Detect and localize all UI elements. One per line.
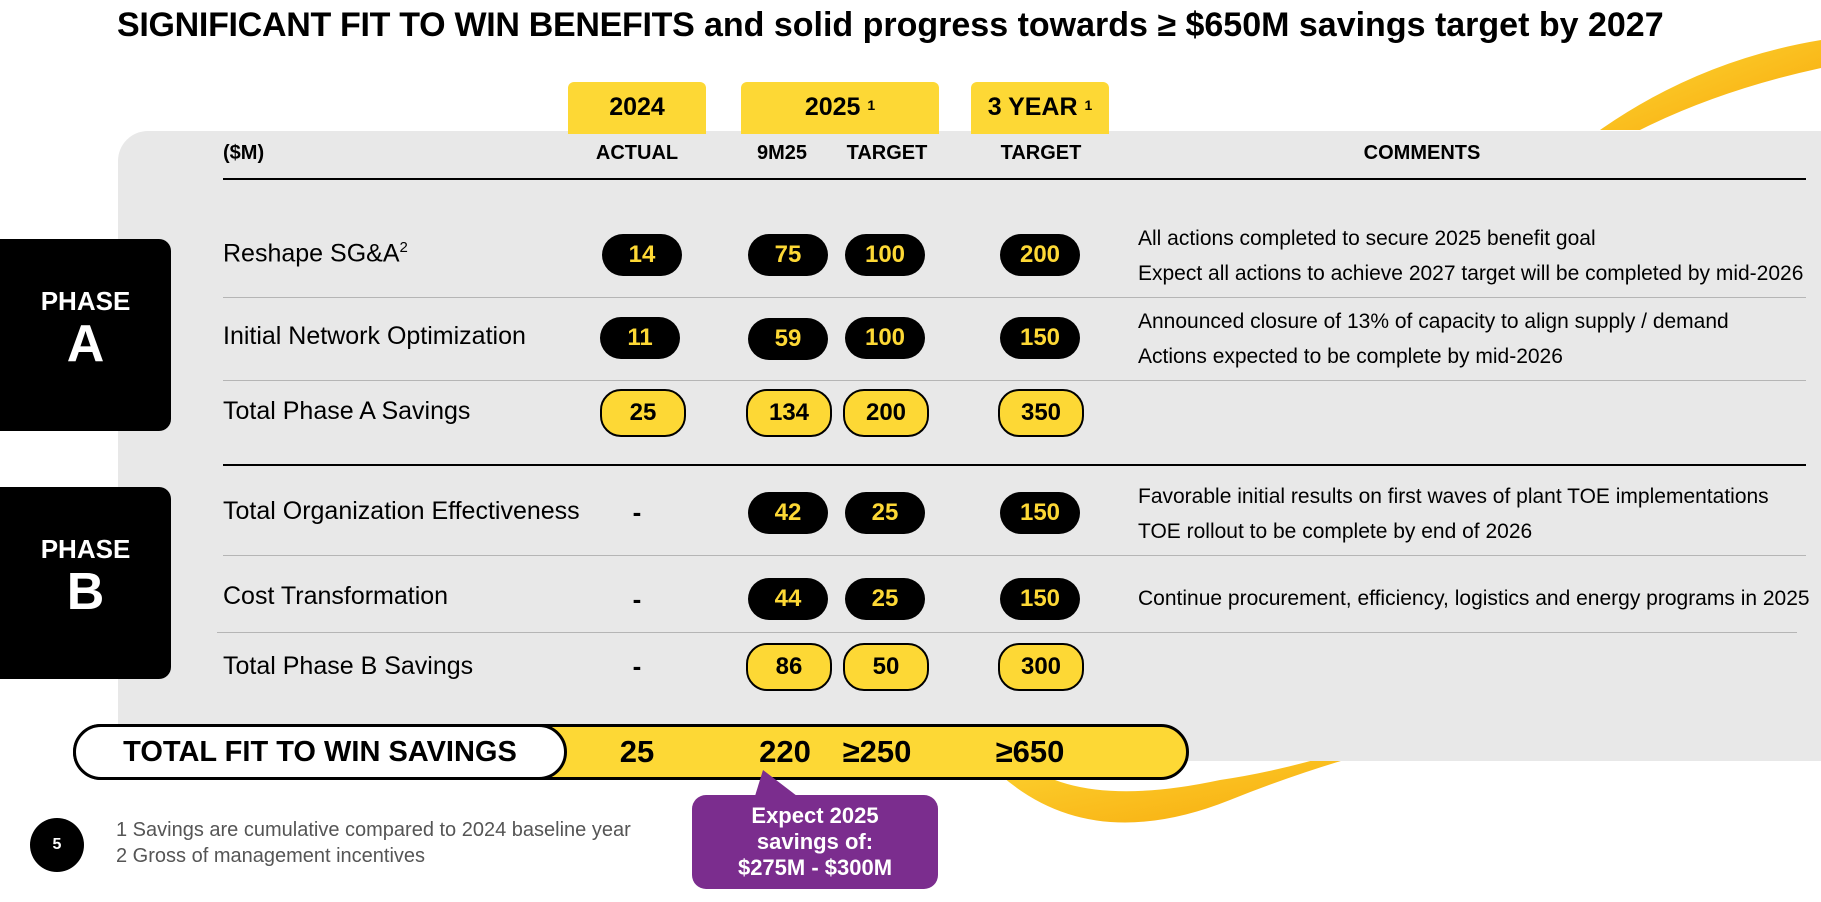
col-target-2025: TARGET — [846, 142, 928, 164]
phase-a-label: PHASE — [40, 286, 131, 316]
footnote-2: 2 Gross of management incentives — [116, 845, 426, 867]
phase-divider — [223, 464, 1806, 466]
total-target-3y: ≥650 — [995, 734, 1065, 769]
row-label: Reshape SG&A — [223, 239, 400, 268]
value-dash: - — [632, 651, 642, 681]
row-total-phase-a: Total Phase A Savings — [223, 397, 471, 425]
tab-2024: 2024 — [568, 82, 706, 134]
row-divider — [223, 380, 1806, 381]
value-pill: 42 — [748, 492, 828, 534]
value-pill: 200 — [1000, 234, 1080, 276]
col-comments: COMMENTS — [1363, 142, 1481, 164]
value-pill: 59 — [748, 318, 828, 360]
col-target-3y: TARGET — [1000, 142, 1082, 164]
tab-2024-label: 2024 — [609, 93, 665, 121]
total-savings-label: TOTAL FIT TO WIN SAVINGS — [73, 724, 567, 780]
comment-line: Announced closure of 13% of capacity to … — [1138, 310, 1729, 333]
value-pill: 11 — [600, 317, 680, 359]
callout-pointer — [755, 770, 797, 796]
total-pill: 300 — [998, 643, 1084, 691]
value-pill: 150 — [1000, 317, 1080, 359]
total-pill: 350 — [998, 389, 1084, 437]
row-reshape-sga: Reshape SG&A2 — [223, 239, 408, 268]
col-units: ($M) — [223, 142, 265, 164]
value-pill: 25 — [845, 578, 925, 620]
comment: Announced closure of 13% of capacity to … — [1138, 304, 1729, 374]
total-pill: 50 — [843, 643, 929, 691]
total-target-2025: ≥250 — [842, 734, 912, 769]
total-pill: 200 — [843, 389, 929, 437]
callout-line: Expect 2025 — [751, 803, 879, 828]
comment-line: TOE rollout to be complete by end of 202… — [1138, 520, 1533, 543]
phase-b-letter: B — [66, 563, 105, 621]
callout-line: savings of: — [756, 829, 874, 854]
comment-line: Favorable initial results on first waves… — [1138, 485, 1769, 508]
value-pill: 14 — [602, 234, 682, 276]
header-rule — [223, 178, 1806, 180]
table-panel — [118, 131, 1821, 761]
phase-b-badge: PHASE B — [0, 487, 171, 679]
comment: All actions completed to secure 2025 ben… — [1138, 221, 1803, 291]
value-pill: 100 — [845, 234, 925, 276]
total-pill: 134 — [746, 389, 832, 437]
comment-line: All actions completed to secure 2025 ben… — [1138, 227, 1596, 250]
row-cost-transformation: Cost Transformation — [223, 582, 449, 610]
tab-2025-label: 2025 — [804, 93, 861, 121]
value-pill: 25 — [845, 492, 925, 534]
total-pill: 25 — [600, 389, 686, 437]
comment: Continue procurement, efficiency, logist… — [1138, 581, 1810, 616]
total-actual: 25 — [619, 734, 655, 769]
value-pill: 100 — [845, 317, 925, 359]
total-9m25: 220 — [759, 734, 811, 769]
row-footnote: 2 — [399, 239, 408, 256]
phase-b-label: PHASE — [40, 534, 131, 564]
col-actual: ACTUAL — [595, 142, 679, 164]
row-organization-effectiveness: Total Organization Effectiveness — [223, 497, 580, 525]
value-pill: 150 — [1000, 578, 1080, 620]
value-pill: 150 — [1000, 492, 1080, 534]
tab-2025: 2025 1 — [741, 82, 939, 134]
title-emphasis: SIGNIFICANT FIT TO WIN BENEFITS — [117, 6, 695, 44]
page-number: 5 — [30, 818, 84, 872]
row-divider — [217, 632, 1797, 633]
row-total-phase-b: Total Phase B Savings — [223, 652, 474, 680]
total-pill: 86 — [746, 643, 832, 691]
value-dash: - — [632, 584, 642, 614]
savings-callout: Expect 2025 savings of: $275M - $300M — [692, 795, 938, 889]
phase-a-letter: A — [66, 315, 105, 373]
page-title: SIGNIFICANT FIT TO WIN BENEFITS and soli… — [117, 6, 1717, 45]
row-divider — [223, 555, 1806, 556]
col-9m25: 9M25 — [756, 142, 808, 164]
comment-line: Actions expected to be complete by mid-2… — [1138, 345, 1563, 368]
footnote-1: 1 Savings are cumulative compared to 202… — [116, 819, 631, 841]
tab-3year: 3 YEAR 1 — [971, 82, 1109, 134]
tab-3year-label: 3 YEAR — [987, 93, 1078, 121]
value-pill: 75 — [748, 234, 828, 276]
comment-line: Continue procurement, efficiency, logist… — [1138, 587, 1810, 610]
value-dash: - — [632, 497, 642, 527]
tab-2025-footnote: 1 — [867, 97, 876, 113]
tab-3year-footnote: 1 — [1084, 97, 1093, 113]
row-divider — [223, 297, 1806, 298]
value-pill: 44 — [748, 578, 828, 620]
phase-a-badge: PHASE A — [0, 239, 171, 431]
row-network-optimization: Initial Network Optimization — [223, 322, 526, 350]
comment-line: Expect all actions to achieve 2027 targe… — [1138, 262, 1804, 285]
comment: Favorable initial results on first waves… — [1138, 479, 1769, 549]
callout-line: $275M - $300M — [737, 855, 893, 880]
title-rest: and solid progress towards ≥ $650M savin… — [703, 6, 1664, 44]
